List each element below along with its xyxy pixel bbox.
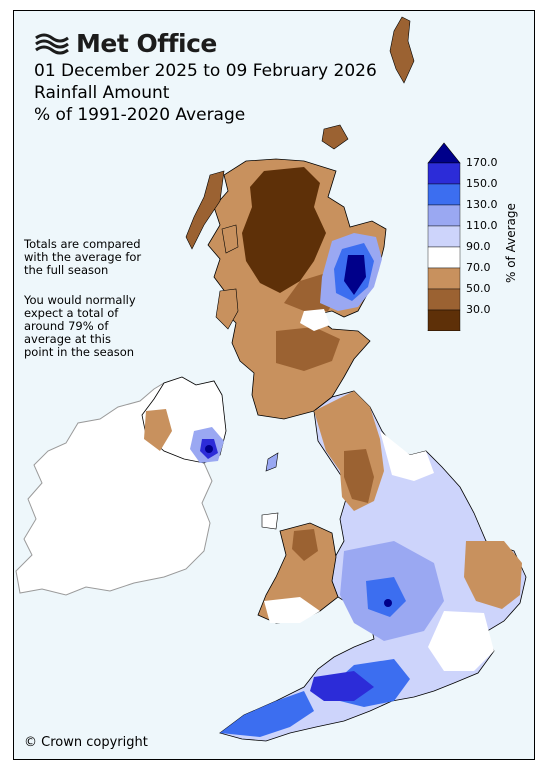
title-baseline: % of 1991-2020 Average — [34, 105, 246, 125]
grampian-extreme — [344, 255, 366, 295]
midlands-very-wet — [366, 577, 406, 617]
rainfall-map — [15, 16, 527, 742]
mull-islay — [215, 288, 239, 330]
copyright-notice: © Crown copyright — [24, 735, 148, 750]
legend-swatch — [427, 267, 461, 290]
highlands-very-dry — [242, 167, 326, 293]
legend-swatch — [427, 183, 461, 206]
legend-tick-label: 150.0 — [466, 177, 498, 190]
legend-tick-label: 90.0 — [466, 240, 491, 253]
legend-tick-label: 170.0 — [466, 156, 498, 169]
north-wales-dry — [292, 529, 318, 561]
map-frame: Met Office 01 December 2025 to 09 Februa… — [13, 10, 535, 760]
isle-of-man — [265, 452, 279, 472]
orkney — [321, 124, 349, 150]
tayside-wet-patch — [300, 309, 330, 331]
legend-swatch — [427, 288, 461, 311]
legend-tick-label: 30.0 — [466, 303, 491, 316]
met-office-logo: Met Office — [34, 29, 217, 58]
legend-tick-label: 110.0 — [466, 219, 498, 232]
met-office-wave-icon — [35, 33, 69, 54]
legend-swatch — [427, 204, 461, 227]
legend-swatch — [427, 225, 461, 248]
yorkshire-average — [380, 431, 434, 481]
skye — [221, 224, 239, 254]
shetland — [389, 16, 415, 84]
ni-dry-patch — [144, 409, 172, 451]
dorset-extreme — [310, 671, 374, 701]
outer-hebrides — [185, 170, 225, 250]
pennines-very-dry — [344, 449, 374, 503]
south-wales-average — [264, 597, 320, 623]
legend-swatch — [427, 309, 461, 331]
legend-over-triangle — [427, 142, 461, 164]
title-variable: Rainfall Amount — [34, 83, 170, 103]
legend-title: % of Average — [504, 203, 518, 283]
legend-tick-label: 130.0 — [466, 198, 498, 211]
ni-extreme-patch — [205, 445, 213, 453]
central-belt-dry — [276, 327, 340, 371]
legend-swatch — [427, 246, 461, 269]
note-expected: You would normally expect a total of aro… — [24, 293, 136, 359]
anglesey — [261, 512, 279, 530]
legend-tick-label: 70.0 — [466, 261, 491, 274]
note-comparison: Totals are compared with the average for… — [24, 237, 142, 277]
title-date-range: 01 December 2025 to 09 February 2026 — [34, 61, 377, 81]
legend-swatch — [427, 162, 461, 185]
southwest-wet — [220, 691, 314, 737]
brand-name: Met Office — [76, 29, 217, 58]
legend-colorbar — [427, 142, 461, 331]
midlands-extreme — [384, 599, 392, 607]
legend-tick-label: 50.0 — [466, 282, 491, 295]
southeast-average — [428, 611, 494, 671]
east-anglia-dry — [464, 541, 522, 609]
